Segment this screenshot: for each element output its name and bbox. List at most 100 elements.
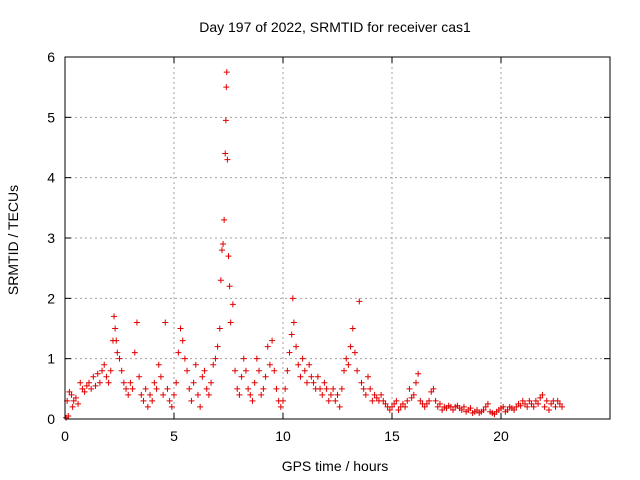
data-point-marker	[349, 325, 356, 332]
data-point-marker	[336, 403, 343, 410]
data-point-marker	[262, 373, 269, 380]
data-point-marker	[530, 403, 537, 410]
data-point-marker	[484, 400, 491, 407]
data-point-marker	[395, 406, 402, 413]
data-point-marker	[290, 319, 297, 326]
data-point-marker	[149, 397, 156, 404]
data-point-marker	[256, 367, 263, 374]
data-point-marker	[190, 379, 197, 386]
data-point-marker	[85, 379, 92, 386]
data-point-marker	[330, 385, 337, 392]
data-point-marker	[94, 370, 101, 377]
data-point-marker	[151, 379, 158, 386]
x-tick-label: 20	[493, 428, 509, 444]
data-point-marker	[321, 379, 328, 386]
data-point-marker	[96, 379, 103, 386]
data-point-marker	[83, 382, 90, 389]
data-point-marker	[127, 379, 134, 386]
data-point-marker	[197, 403, 204, 410]
data-point-marker	[188, 397, 195, 404]
data-point-marker	[423, 400, 430, 407]
data-point-marker	[184, 367, 191, 374]
data-point-marker	[242, 367, 249, 374]
data-point-marker	[532, 397, 539, 404]
data-point-marker	[289, 295, 296, 302]
data-point-marker	[69, 403, 76, 410]
data-point-marker	[216, 325, 223, 332]
data-point-marker	[153, 385, 160, 392]
data-point-marker	[297, 373, 304, 380]
data-point-marker	[171, 391, 177, 398]
data-point-marker	[120, 379, 127, 386]
data-point-marker	[528, 400, 535, 407]
data-point-marker	[539, 391, 546, 398]
data-point-marker	[432, 397, 439, 404]
data-point-marker	[75, 400, 82, 407]
data-point-marker	[474, 406, 481, 413]
data-point-marker	[218, 247, 225, 254]
data-point-marker	[404, 397, 411, 404]
y-tick-label: 4	[47, 170, 55, 186]
data-point-marker	[186, 385, 193, 392]
grid-lines	[65, 57, 610, 419]
data-point-marker	[500, 403, 507, 410]
data-point-marker	[345, 361, 352, 368]
data-point-marker	[232, 367, 239, 374]
axis-ticks: 0 5 10 15 20 0 1 2 3 4 5 6	[47, 49, 610, 444]
data-point-marker	[253, 355, 260, 362]
x-tick-label: 5	[170, 428, 178, 444]
data-point-marker	[90, 373, 97, 380]
data-point-marker	[314, 373, 321, 380]
data-point-marker	[299, 355, 306, 362]
data-point-marker	[356, 298, 363, 305]
data-point-marker	[354, 367, 361, 374]
data-point-marker	[303, 379, 310, 386]
data-point-marker	[458, 406, 465, 413]
data-point-marker	[92, 382, 99, 389]
data-point-marker	[513, 403, 520, 410]
data-point-marker	[323, 385, 330, 392]
data-point-marker	[341, 367, 348, 374]
data-point-marker	[212, 355, 219, 362]
data-points	[63, 69, 566, 421]
data-point-marker	[519, 397, 526, 404]
data-point-marker	[224, 156, 231, 163]
data-point-marker	[116, 355, 123, 362]
data-point-marker	[266, 361, 273, 368]
data-point-marker	[347, 343, 354, 350]
data-point-marker	[310, 379, 317, 386]
data-point-marker	[415, 370, 422, 377]
data-point-marker	[77, 379, 84, 386]
data-point-marker	[288, 331, 295, 338]
data-point-marker	[467, 405, 474, 412]
y-tick-label: 2	[47, 290, 55, 306]
data-point-marker	[554, 397, 561, 404]
data-point-marker	[545, 406, 552, 413]
data-point-marker	[430, 385, 437, 392]
data-point-marker	[229, 301, 236, 308]
data-point-marker	[380, 397, 387, 404]
data-point-marker	[504, 406, 511, 413]
data-point-marker	[260, 385, 267, 392]
data-point-marker	[535, 400, 542, 407]
data-point-marker	[421, 403, 428, 410]
data-point-marker	[101, 361, 108, 368]
data-point-marker	[559, 403, 566, 410]
data-point-marker	[68, 391, 75, 398]
data-point-marker	[391, 400, 398, 407]
data-point-marker	[271, 367, 278, 374]
data-point-marker	[521, 400, 528, 407]
data-point-marker	[306, 361, 313, 368]
data-point-marker	[157, 373, 164, 380]
data-point-marker	[338, 385, 345, 392]
data-point-marker	[214, 343, 221, 350]
data-point-marker	[277, 403, 284, 410]
data-point-marker	[317, 385, 324, 392]
data-point-marker	[360, 385, 367, 392]
data-point-marker	[410, 391, 417, 398]
data-point-marker	[99, 367, 106, 374]
data-point-marker	[408, 394, 415, 401]
data-point-marker	[426, 397, 433, 404]
data-point-marker	[282, 385, 289, 392]
data-point-marker	[105, 379, 112, 386]
